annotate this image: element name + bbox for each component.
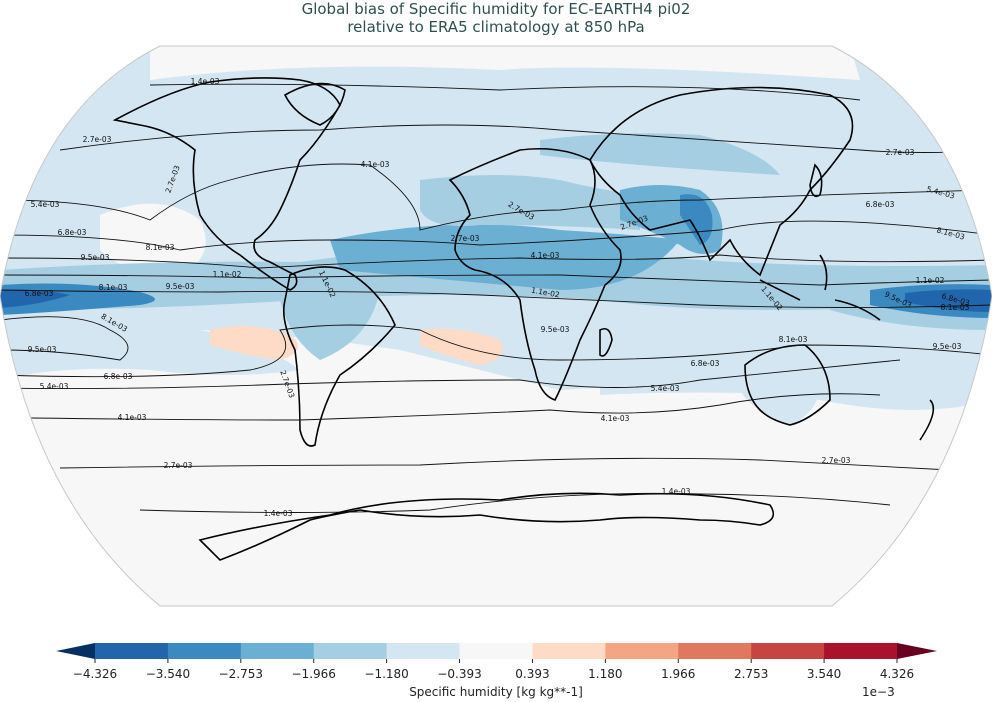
colorbar-segment [240,643,315,659]
colorbar-tick-label: 1.966 [661,667,696,681]
contour-label: 2.7e-03 [886,148,915,157]
colorbar-tick-label: 0.393 [515,667,550,681]
contour-label: 6.8e-03 [866,200,895,209]
colorbar-under-arrow [56,643,95,659]
colorbar-segment [605,643,679,659]
colorbar-tick-label: −1.966 [291,667,336,681]
contour-label: 8.1e-03 [779,335,808,344]
contour-label: 1.1e-02 [213,270,242,279]
contour-label: 2.7e-03 [822,456,851,465]
contour-label: 2.7e-03 [83,135,112,144]
colorbar-exponent: 1e−3 [862,685,895,699]
contour-label: 9.5e-03 [166,282,195,291]
colorbar-segment [678,643,752,659]
contour-label: 1.1e-02 [916,276,945,285]
colorbar-segment [751,643,825,659]
map-boundary [0,45,992,607]
coastlines [112,77,935,561]
contour-label: 8.1e-03 [99,283,128,292]
colorbar-segment [824,643,898,659]
title-line-2: relative to ERA5 climatology at 850 hPa [347,18,645,36]
colorbar-tick-label: −3.540 [145,667,191,681]
contour-label: 5.4e-03 [651,384,680,393]
colorbar-segment [532,643,606,659]
contour-label: 4.1e-03 [601,414,630,423]
colorbar-title: Specific humidity [kg kg**-1] [409,685,583,699]
contour-label: 5.4e-03 [31,200,60,209]
contour-label: 9.5e-03 [541,325,570,334]
contour-label: 8.1e-03 [941,303,970,312]
contour-label: 6.8e-03 [58,228,87,237]
contour-label: 1.4e-03 [662,487,691,496]
figure-title: Global bias of Specific humidity for EC-… [0,0,992,36]
colorbar-tick-label: −2.753 [218,667,264,681]
colorbar-segment [313,643,388,659]
contour-label: 5.4e-03 [40,382,69,391]
colorbar-tick-label: −0.393 [437,667,482,681]
contour-label: 2.7e-03 [164,461,193,470]
contour-label: 9.5e-03 [28,345,57,354]
colorbar-tick-label: 1.180 [588,667,623,681]
colorbar-segment [386,643,461,659]
contour-label: 1.4e-03 [264,509,293,518]
contour-label: 2.7e-03 [451,234,480,243]
contour-label: 9.5e-03 [81,253,110,262]
colorbar-tick-label: 4.326 [879,667,915,681]
contour-label: 4.1e-03 [118,413,147,422]
contour-label: 4.1e-03 [531,251,560,260]
contour-label: 8.1e-03 [146,243,175,252]
bias-field [0,46,992,606]
colorbar [56,643,937,663]
contour-label: 6.8e-03 [25,289,54,298]
contour-label: 6.8e-03 [691,359,720,368]
colorbar-segment [95,643,169,659]
contour-label: 4.1e-03 [361,160,390,169]
contour-label: 6.8e-03 [104,372,133,381]
colorbar-tick-label: 3.540 [806,667,842,681]
title-line-1: Global bias of Specific humidity for EC-… [301,0,691,18]
climatology-contours [0,83,992,513]
colorbar-over-arrow [897,643,937,659]
colorbar-segment [459,643,533,659]
colorbar-tick-label: −4.326 [72,667,118,681]
colorbar-segment [167,643,242,659]
contour-label: 9.5e-03 [933,342,962,351]
contour-label: 1.4e-03 [191,77,220,86]
colorbar-tick-label: −1.180 [364,667,409,681]
colorbar-tick-label: 2.753 [733,667,769,681]
